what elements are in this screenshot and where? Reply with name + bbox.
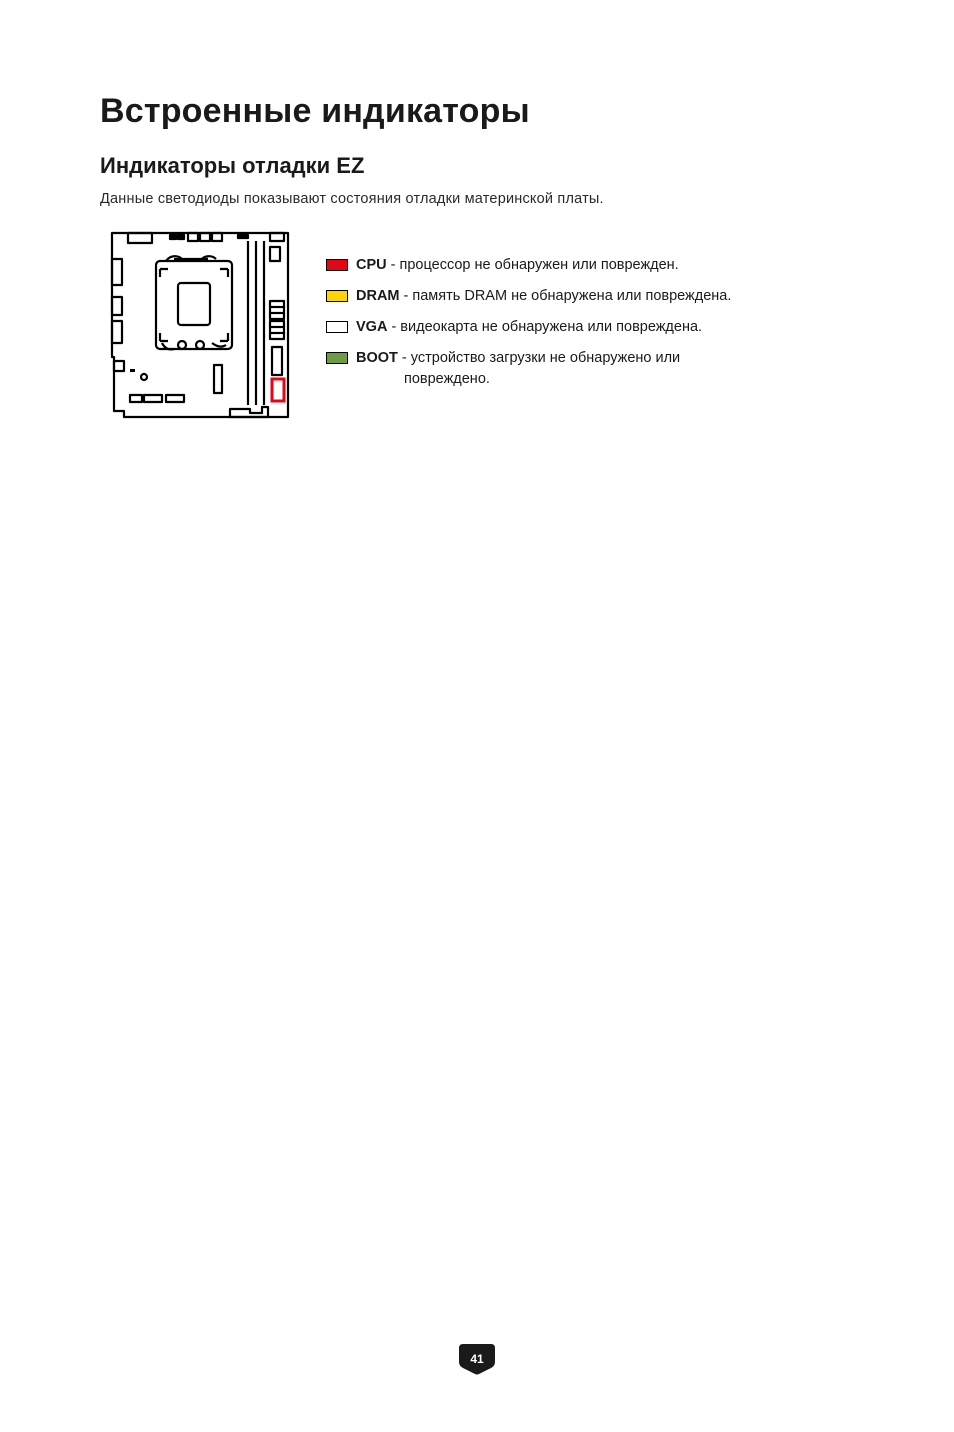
motherboard-diagram: [100, 225, 300, 430]
section-subtitle: Индикаторы отладки EZ: [100, 153, 854, 179]
legend-label: CPU: [356, 257, 387, 273]
swatch-boot: [326, 352, 348, 364]
legend-desc: - память DRAM не обнаружена или поврежде…: [400, 288, 732, 304]
content-row: CPU - процессор не обнаружен или поврежд…: [100, 225, 854, 430]
page-title: Встроенные индикаторы: [100, 92, 854, 131]
legend-text-dram: DRAM - память DRAM не обнаружена или пов…: [356, 286, 731, 307]
legend-text-cpu: CPU - процессор не обнаружен или поврежд…: [356, 255, 679, 276]
page-number-badge: 41: [457, 1342, 497, 1376]
legend-desc: - устройство загрузки не обнаружено или: [398, 350, 680, 366]
swatch-cpu: [326, 259, 348, 271]
legend-desc: - видеокарта не обнаружена или поврежден…: [387, 319, 702, 335]
legend-item-vga: VGA - видеокарта не обнаружена или повре…: [326, 317, 731, 338]
swatch-dram: [326, 290, 348, 302]
legend-label: DRAM: [356, 288, 400, 304]
page-number: 41: [470, 1352, 483, 1366]
legend-label: BOOT: [356, 350, 398, 366]
legend-text-vga: VGA - видеокарта не обнаружена или повре…: [356, 317, 702, 338]
intro-text: Данные светодиоды показывают состояния о…: [100, 191, 854, 207]
legend-desc-line2: повреждено.: [356, 369, 680, 390]
legend-desc: - процессор не обнаружен или поврежден.: [387, 257, 679, 273]
legend-item-cpu: CPU - процессор не обнаружен или поврежд…: [326, 255, 731, 276]
legend-text-boot: BOOT - устройство загрузки не обнаружено…: [356, 348, 680, 390]
legend-item-dram: DRAM - память DRAM не обнаружена или пов…: [326, 286, 731, 307]
swatch-vga: [326, 321, 348, 333]
legend-label: VGA: [356, 319, 387, 335]
legend-item-boot: BOOT - устройство загрузки не обнаружено…: [326, 348, 731, 390]
legend: CPU - процессор не обнаружен или поврежд…: [326, 225, 731, 390]
